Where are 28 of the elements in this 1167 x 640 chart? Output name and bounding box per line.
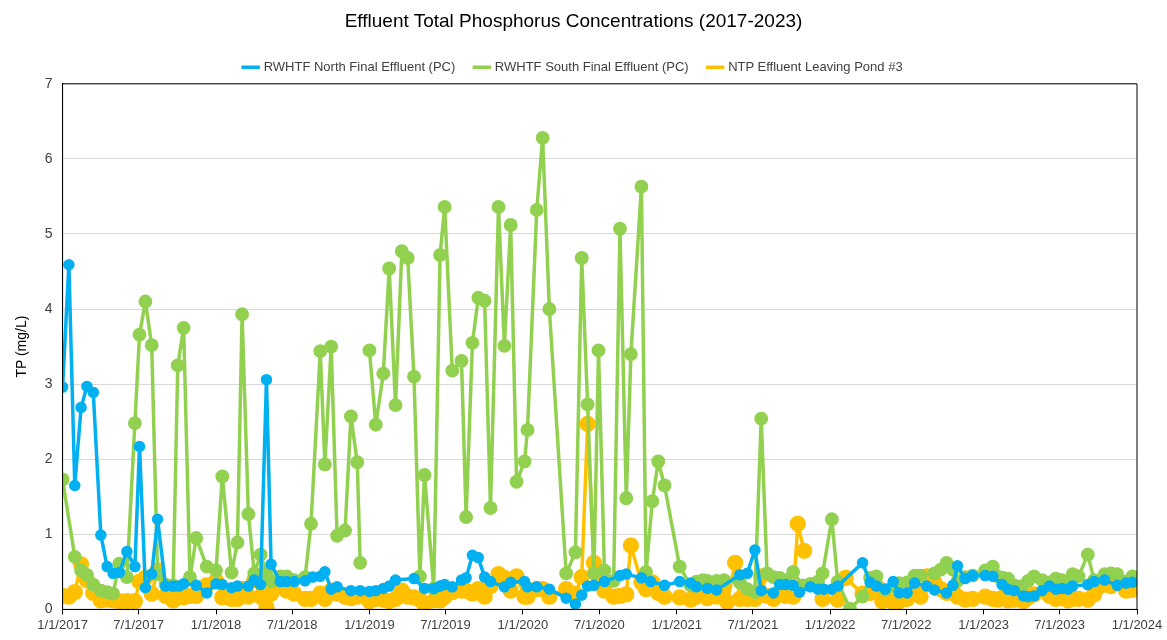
x-tick-label: 7/1/2023	[1034, 616, 1085, 632]
x-tick-label: 1/1/2024	[1111, 616, 1163, 632]
y-tick-label: 4	[44, 299, 53, 316]
x-tick-label: 7/1/2019	[420, 616, 471, 632]
y-tick-label: 5	[44, 224, 53, 241]
y-tick-label: 0	[44, 600, 53, 617]
x-tick-label: 7/1/2018	[266, 616, 318, 632]
x-tick-label: 1/1/2018	[190, 616, 242, 632]
y-tick-label: 3	[44, 375, 53, 391]
x-tick-label: 1/1/2019	[344, 616, 395, 632]
y-tick-label: 2	[44, 450, 53, 467]
y-tick-label: 7	[44, 74, 53, 91]
x-tick-label: 1/1/2017	[37, 616, 88, 632]
x-tick-label: 7/1/2022	[880, 616, 932, 632]
legend-label: NTP Effluent Leaving Pond #3	[728, 58, 903, 74]
x-tick-label: 1/1/2021	[651, 616, 703, 632]
x-tick-label: 1/1/2020	[497, 616, 549, 632]
x-tick-label: 7/1/2017	[113, 616, 164, 632]
x-tick-label: 1/1/2022	[804, 616, 856, 632]
legend-label: RWHTF South Final Effluent (PC)	[494, 58, 689, 74]
legend-label: RWHTF North Final Effluent (PC)	[263, 58, 456, 74]
x-tick-label: 1/1/2023	[958, 616, 1009, 632]
x-tick-label: 7/1/2021	[727, 616, 779, 632]
chart-title: Effluent Total Phosphorus Concentrations (2017-2023)	[344, 9, 803, 31]
y-tick-label: 6	[44, 149, 53, 166]
y-tick-label: 1	[44, 525, 53, 542]
y-axis-title: TP (mg/L)	[13, 315, 30, 378]
x-tick-label: 7/1/2020	[574, 616, 625, 632]
